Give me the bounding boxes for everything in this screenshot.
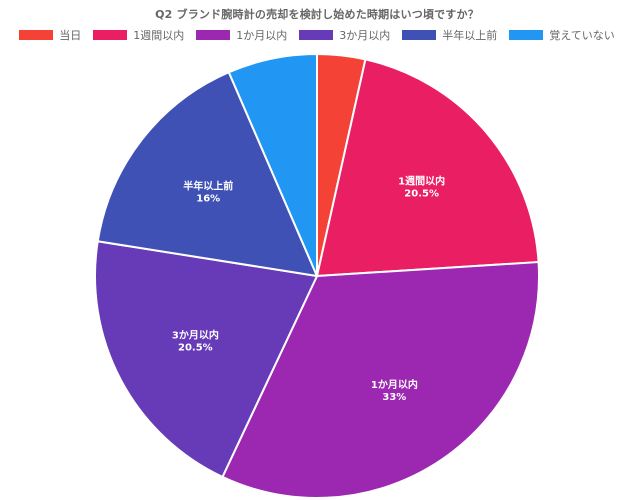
legend-label: 3か月以内 [339,29,391,42]
legend-item-within-1-month[interactable]: 1か月以内 [196,27,287,43]
slice-category-label: 3か月以内 [172,328,219,341]
slice-category-label: 1か月以内 [371,378,418,391]
legend-label: 1週間以内 [133,29,185,42]
legend-item-half-year-ago[interactable]: 半年以上前 [402,27,497,43]
legend-swatch [196,30,231,40]
legend-item-same-day[interactable]: 当日 [19,27,81,43]
legend-label: 1か月以内 [236,29,288,42]
legend-item-within-3-months[interactable]: 3か月以内 [299,27,390,43]
chart-legend: 当日 1週間以内 1か月以内 3か月以内 半年以上前 覚えていない [0,27,634,43]
legend-label: 半年以上前 [442,29,498,42]
slice-value-label: 20.5% [178,342,213,353]
slice-value-label: 16% [196,194,220,205]
legend-label: 当日 [59,29,82,42]
slice-value-label: 20.5% [404,189,439,200]
chart-title: Q2 ブランド腕時計の売却を検討し始めた時期はいつ頃ですか？ [155,8,479,21]
legend-item-dont-remember[interactable]: 覚えていない [509,27,615,43]
slice-value-label: 33% [382,392,406,403]
slice-category-label: 半年以上前 [183,180,233,193]
pie-slice-within-3-months[interactable] [94,240,319,479]
slice-category-label: 1週間以内 [398,175,445,188]
pie-slice-within-1-week[interactable] [315,58,540,278]
pie-slice-dont-remember[interactable] [227,52,318,277]
legend-swatch [93,30,128,40]
legend-swatch [509,30,544,40]
legend-item-within-1-week[interactable]: 1週間以内 [93,27,184,43]
pie-slice-within-1-month[interactable] [221,261,540,499]
legend-swatch [19,30,54,40]
legend-swatch [402,30,437,40]
pie-slice-half-year-ago[interactable] [96,70,319,278]
legend-label: 覚えていない [549,29,615,42]
legend-swatch [299,30,334,40]
